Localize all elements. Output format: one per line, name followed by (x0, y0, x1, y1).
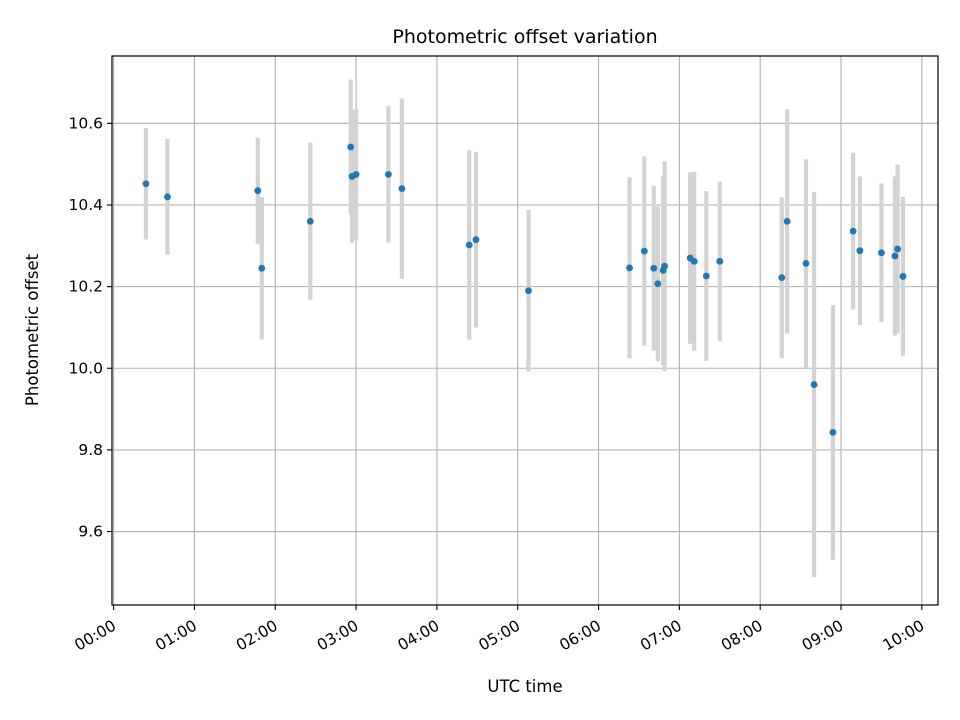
data-point (783, 217, 791, 225)
chart-title: Photometric offset variation (392, 26, 657, 48)
y-tick-label: 10.2 (68, 278, 103, 296)
data-point (352, 170, 360, 178)
data-point (829, 428, 837, 436)
data-point (899, 273, 907, 280)
data-point (849, 227, 857, 235)
data-point (878, 249, 885, 257)
y-tick-label: 10.4 (68, 196, 103, 214)
data-point (258, 264, 266, 272)
data-point (347, 143, 355, 151)
data-point (398, 185, 406, 193)
data-point (385, 170, 392, 178)
data-point (894, 245, 901, 253)
y-tick-label: 9.8 (78, 441, 103, 459)
data-point (778, 274, 786, 282)
data-point (626, 264, 633, 272)
data-markers (142, 143, 907, 436)
data-point (254, 187, 262, 195)
data-point (810, 381, 818, 388)
data-point (465, 241, 473, 249)
data-point (856, 247, 864, 255)
data-point (716, 257, 724, 265)
data-point (306, 217, 314, 225)
y-tick-label: 10.0 (68, 359, 103, 377)
gridlines (112, 56, 938, 605)
data-point (654, 280, 662, 288)
data-point (640, 247, 648, 255)
axis-ticks (107, 122, 923, 610)
y-tick-labels: 9.6 9.8 10.0 10.2 10.4 10.6 (68, 114, 103, 540)
x-axis-label: UTC time (487, 677, 562, 696)
data-point (661, 262, 668, 270)
data-point (525, 287, 532, 295)
data-point (142, 180, 150, 188)
plot-area (112, 56, 938, 605)
y-tick-label: 10.6 (68, 114, 103, 132)
y-axis-label: Photometric offset (23, 253, 42, 406)
data-point (164, 193, 171, 201)
data-point (802, 259, 810, 267)
y-tick-label: 9.6 (78, 523, 103, 541)
data-point (690, 257, 698, 265)
data-point (702, 272, 710, 280)
plot-frame (111, 55, 939, 606)
data-point (650, 264, 658, 272)
data-point (891, 252, 899, 260)
data-point (472, 236, 480, 244)
